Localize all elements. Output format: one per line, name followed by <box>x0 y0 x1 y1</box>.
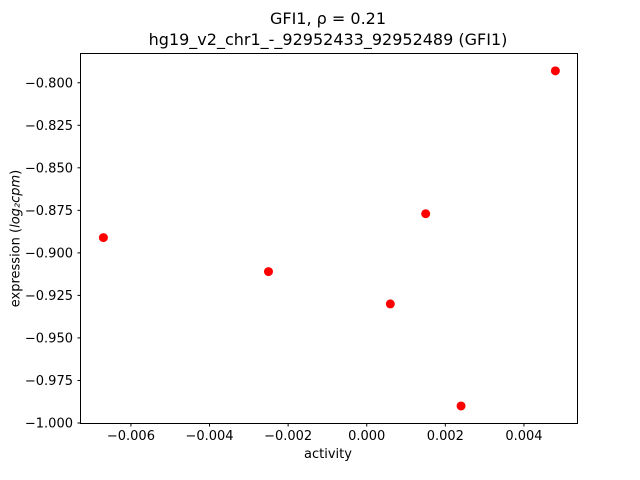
data-point <box>98 233 108 243</box>
chart-title-block: GFI1, ρ = 0.21 hg19_v2_chr1_-_92952433_9… <box>80 8 576 50</box>
plot-area: −0.006 −0.004 −0.002 0.000 0.002 0.004 −0.800 −… <box>25 53 578 444</box>
data-point <box>263 267 273 277</box>
x-tick-label: 0.004 <box>505 429 542 444</box>
y-tick-label: −0.950 <box>25 331 73 346</box>
data-point <box>385 299 395 309</box>
y-tick-label: −0.900 <box>25 246 73 261</box>
x-tick-label: −0.004 <box>185 429 233 444</box>
y-tick-label: −0.975 <box>25 374 73 389</box>
y-tick-label: −0.925 <box>25 289 73 304</box>
x-tick-label: −0.002 <box>264 429 312 444</box>
y-axis-label: expression (log₂cpm) <box>9 49 24 429</box>
y-axis-label-prefix: expression ( <box>8 227 24 308</box>
x-tick-label: −0.006 <box>107 429 155 444</box>
x-tick-label: 0.002 <box>427 429 464 444</box>
data-point <box>421 209 431 219</box>
x-tick-label: 0.000 <box>348 429 385 444</box>
y-tick-label: −0.800 <box>25 76 73 91</box>
y-axis-label-math: log₂cpm <box>8 174 24 228</box>
data-point <box>456 401 466 411</box>
chart-subtitle: hg19_v2_chr1_-_92952433_92952489 (GFI1) <box>148 30 508 49</box>
y-tick-label: −0.850 <box>25 161 73 176</box>
y-axis-label-suffix: ) <box>8 169 24 175</box>
scatter-plot-canvas: −0.006 −0.004 −0.002 0.000 0.002 0.004 −0.800 −… <box>25 66 560 444</box>
chart-title: GFI1, ρ = 0.21 <box>269 9 387 28</box>
y-tick-label: −1.000 <box>25 417 73 432</box>
y-tick-label: −0.825 <box>25 119 73 134</box>
data-point <box>550 66 560 76</box>
y-tick-label: −0.875 <box>25 204 73 219</box>
x-axis-label: activity <box>304 447 352 462</box>
